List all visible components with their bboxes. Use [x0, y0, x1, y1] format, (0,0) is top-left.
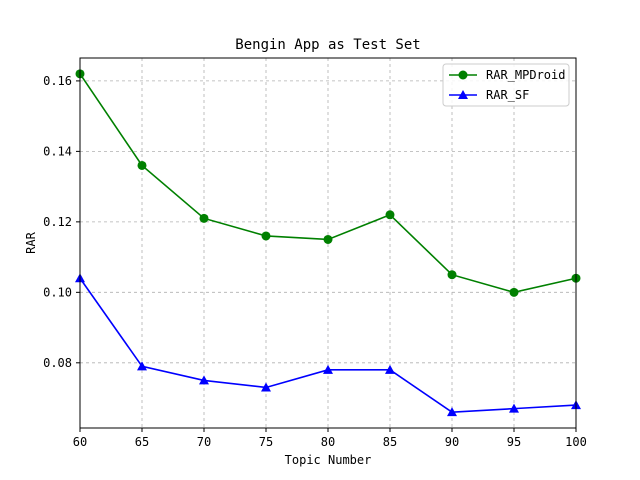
y-axis-label: RAR [24, 231, 38, 253]
x-tick-label: 90 [445, 435, 459, 449]
data-point [385, 364, 395, 374]
y-tick-label: 0.14 [43, 144, 72, 158]
chart-title: Bengin App as Test Set [235, 37, 420, 53]
data-point [199, 213, 209, 223]
x-tick-label: 80 [321, 435, 335, 449]
data-point [385, 210, 395, 220]
data-point [137, 160, 147, 170]
data-point [447, 407, 457, 417]
data-point [509, 403, 519, 413]
x-tick-label: 95 [507, 435, 521, 449]
y-tick-label: 0.10 [43, 285, 72, 299]
y-tick-label: 0.16 [43, 74, 72, 88]
y-tick-label: 0.08 [43, 356, 72, 370]
data-point [199, 375, 209, 385]
data-point [509, 287, 519, 297]
y-tick-label: 0.12 [43, 215, 72, 229]
legend-label: RAR_MPDroid [486, 68, 565, 82]
data-point [137, 361, 147, 371]
x-tick-label: 75 [259, 435, 273, 449]
legend-marker [458, 90, 468, 99]
x-tick-label: 85 [383, 435, 397, 449]
x-tick-label: 65 [135, 435, 149, 449]
legend-label: RAR_SF [486, 88, 529, 102]
series-rar-mpdroid [75, 69, 581, 297]
data-point [323, 364, 333, 374]
legend: RAR_MPDroid RAR_SF [442, 63, 570, 107]
x-tick-label: 70 [197, 435, 211, 449]
legend-marker [458, 70, 468, 80]
data-point [323, 234, 333, 244]
series-layer [75, 69, 581, 417]
data-point [261, 231, 271, 241]
data-point [447, 270, 457, 280]
x-axis-label: Topic Number [285, 453, 372, 467]
series-rar-sf [75, 273, 581, 417]
x-tick-label: 100 [565, 435, 587, 449]
x-tick-label: 60 [73, 435, 87, 449]
tick-layer: 60 65 70 75 80 85 90 95 100 0.08 0.10 0.12 0.14 0.16 [43, 74, 587, 449]
data-point [261, 382, 271, 392]
